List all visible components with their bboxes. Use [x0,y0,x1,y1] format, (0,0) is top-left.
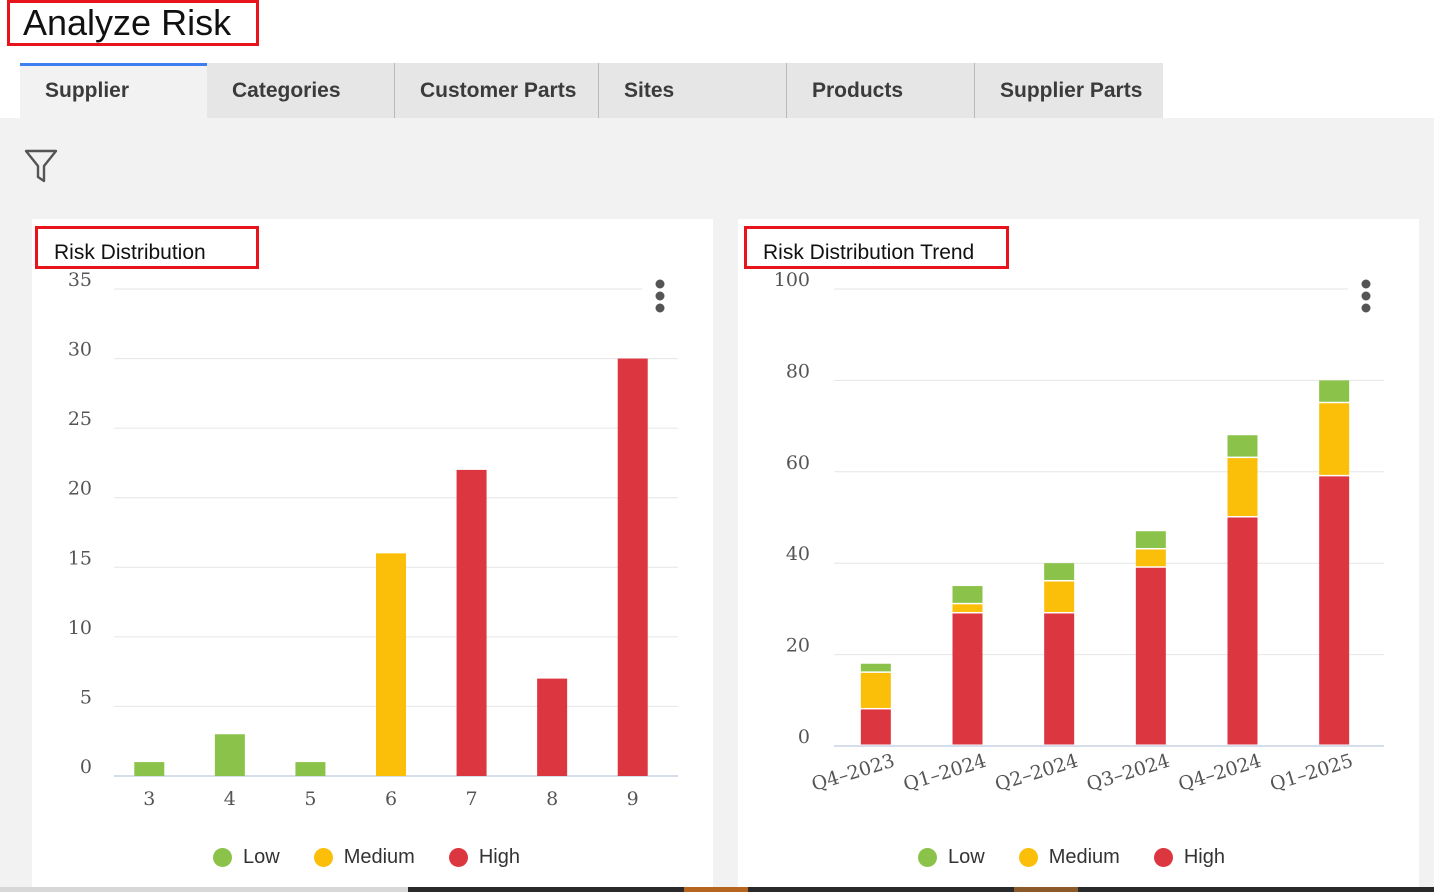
taskbar-edge-accent [684,887,748,892]
x-tick-label: Q1–2024 [901,750,989,796]
more-vertical-icon[interactable] [653,279,667,313]
x-tick-label: 7 [466,788,478,810]
x-tick-label: Q2–2024 [992,750,1080,796]
x-tick-label: Q4–2024 [1176,750,1264,796]
legend-label-medium: Medium [343,846,415,868]
taskbar-edge [408,887,1434,892]
filter-icon[interactable] [24,148,60,184]
y-tick-label: 40 [786,543,810,565]
legend-label-low: Low [948,846,985,868]
bar-segment-medium [1319,403,1350,475]
risk-distribution-trend-legend: Low Medium High [918,846,1259,869]
legend-dot-medium [313,848,333,867]
bar-segment-low [1135,531,1166,548]
tab-customer-parts[interactable]: Customer Parts [395,63,599,118]
legend-label-low: Low [243,846,280,868]
legend-item-medium[interactable]: Medium [313,846,415,869]
risk-distribution-title: Risk Distribution [35,226,259,269]
x-tick-label: 5 [304,788,316,810]
bar-6 [376,553,406,776]
legend-item-low[interactable]: Low [918,846,985,869]
y-tick-label: 35 [68,269,92,291]
y-tick-label: 100 [774,269,810,291]
tab-products[interactable]: Products [787,63,975,118]
y-tick-label: 0 [798,726,810,748]
x-tick-label: 9 [627,788,639,810]
bar-segment-medium [952,604,983,612]
bar-4 [214,734,245,776]
bar-7 [456,469,487,776]
legend-dot-high [448,848,468,867]
y-tick-label: 60 [786,452,810,474]
risk-distribution-trend-chart: 0 20 40 60 80 100 Q4–2023 Q1–2024 Q2–2024 Q3–2024… [774,269,1384,796]
bar-segment-high [1319,476,1350,745]
bar-segment-high [860,709,891,745]
legend-label-medium: Medium [1048,846,1120,868]
bar-segment-medium [1135,549,1166,567]
x-tick-label: 8 [546,788,558,810]
legend-label-high: High [1183,846,1225,868]
bar-9 [617,358,648,776]
bar-segment-high [1135,567,1166,745]
tab-categories[interactable]: Categories [207,63,395,118]
legend-item-medium[interactable]: Medium [1018,846,1120,869]
legend-item-high[interactable]: High [448,846,520,869]
legend-item-low[interactable]: Low [213,846,280,869]
bottom-strip [0,887,1434,892]
y-tick-label: 15 [68,547,92,569]
legend-dot-low [213,848,232,867]
bar-3 [134,762,165,776]
risk-distribution-chart: 0 5 10 15 20 25 30 35 3 4 5 6 7 8 9 [68,269,678,810]
bar-segment-low [860,663,891,672]
legend-dot-medium [1018,848,1038,867]
x-tick-label: 3 [143,788,155,810]
risk-distribution-card: Risk Distribution 0 5 10 15 20 25 30 35 3 4 5 6 7 8 9 … [32,219,713,892]
bar-segment-low [952,586,983,603]
page-title: Analyze Risk [7,0,259,46]
x-tick-label: Q4–2023 [809,750,897,796]
y-tick-label: 0 [80,756,92,778]
x-tick-label: 4 [224,788,236,810]
legend-dot-high [1153,848,1173,867]
taskbar-edge-accent [1014,887,1078,892]
bar-segment-high [1044,613,1075,745]
bar-segment-high [952,613,983,745]
y-tick-label: 30 [68,339,92,361]
x-tick-label: Q3–2024 [1084,750,1172,796]
tab-sites[interactable]: Sites [599,63,787,118]
risk-distribution-legend: Low Medium High [213,846,554,869]
y-tick-label: 20 [786,635,810,657]
legend-dot-low [918,848,937,867]
bar-segment-high [1227,517,1258,745]
tab-supplier-parts[interactable]: Supplier Parts [975,63,1163,118]
bar-5 [295,762,326,776]
bar-segment-low [1319,380,1350,402]
risk-distribution-trend-card: Risk Distribution Trend 0 20 40 60 80 100 Q4–2… [738,219,1419,892]
legend-label-high: High [478,846,520,868]
bar-segment-medium [1044,581,1075,612]
y-tick-label: 20 [68,478,92,500]
y-tick-label: 25 [68,408,92,430]
bar-segment-medium [860,672,891,708]
bar-segment-low [1227,435,1258,457]
y-tick-label: 5 [80,686,92,708]
tab-bar: Supplier Categories Customer Parts Sites… [20,63,1163,118]
y-tick-label: 10 [68,617,92,639]
y-tick-label: 80 [786,360,810,382]
tab-supplier[interactable]: Supplier [20,63,207,118]
risk-distribution-trend-title: Risk Distribution Trend [744,226,1009,269]
x-tick-label: Q1–2025 [1267,750,1355,796]
bar-8 [537,678,568,776]
bar-segment-low [1044,563,1075,580]
x-tick-label: 6 [385,788,397,810]
more-vertical-icon[interactable] [1359,279,1373,313]
bar-segment-medium [1227,458,1258,516]
legend-item-high[interactable]: High [1153,846,1225,869]
